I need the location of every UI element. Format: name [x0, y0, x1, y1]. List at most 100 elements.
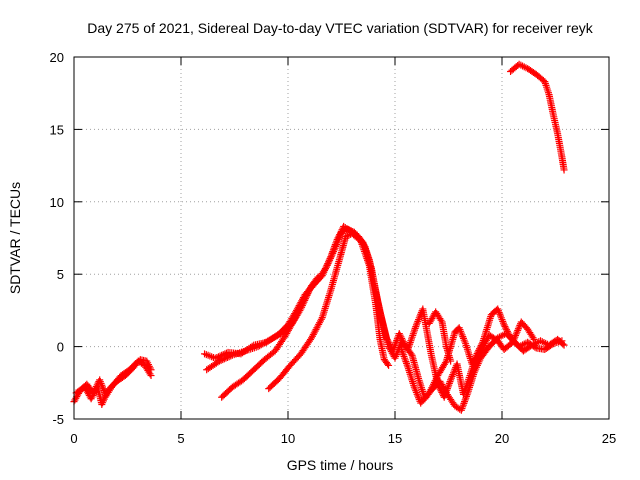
data-point — [385, 339, 393, 347]
series-track-7 — [397, 318, 538, 407]
data-point — [289, 318, 297, 326]
data-point — [339, 227, 347, 235]
data-point — [398, 336, 406, 344]
data-point — [326, 254, 334, 262]
series-track-3 — [201, 222, 566, 401]
data-point — [326, 256, 334, 264]
series-track-5 — [218, 273, 322, 401]
data-point — [224, 353, 232, 361]
data-point — [343, 232, 351, 240]
data-point — [341, 227, 349, 235]
data-point — [305, 287, 313, 295]
x-tick-label: 10 — [281, 431, 295, 446]
data-point — [512, 330, 520, 338]
data-point — [302, 293, 310, 301]
data-point — [560, 166, 568, 174]
data-point — [222, 354, 230, 362]
data-point — [382, 334, 390, 342]
data-point — [409, 330, 417, 338]
data-point — [327, 253, 335, 261]
data-point — [509, 338, 517, 346]
series-track-2 — [72, 356, 155, 409]
data-point — [514, 325, 522, 333]
data-point — [323, 261, 331, 269]
data-point — [407, 350, 415, 358]
data-point — [285, 325, 293, 333]
data-point — [441, 359, 449, 367]
series-track-1 — [70, 357, 155, 406]
data-point — [302, 291, 310, 299]
data-point — [509, 337, 517, 345]
data-point — [219, 356, 227, 364]
x-axis-label: GPS time / hours — [287, 457, 394, 473]
data-point — [530, 335, 538, 343]
data-point — [328, 251, 336, 259]
data-point — [411, 326, 419, 334]
data-point — [342, 233, 350, 241]
data-point — [344, 225, 352, 233]
x-tick-label: 5 — [177, 431, 184, 446]
data-point — [146, 370, 154, 378]
y-tick-label: 20 — [50, 50, 64, 65]
data-point — [513, 328, 521, 336]
data-point — [408, 333, 416, 341]
data-point — [501, 323, 509, 331]
data-point — [529, 334, 537, 342]
series-track-9 — [507, 60, 568, 174]
data-point — [217, 356, 225, 364]
chart-title: Day 275 of 2021, Sidereal Day-to-day VTE… — [87, 20, 593, 36]
data-point — [304, 288, 312, 296]
x-tick-label: 20 — [495, 431, 509, 446]
data-point — [329, 249, 337, 257]
data-point — [317, 315, 325, 323]
y-axis-label: SDTVAR / TECUs — [7, 182, 23, 294]
data-point — [300, 296, 308, 304]
data-point — [515, 323, 523, 331]
data-point — [447, 357, 455, 365]
data-point — [338, 228, 345, 236]
axis-ticks: 0 5 10 15 20 25 -5 0 5 10 15 20 — [50, 50, 617, 446]
data-point — [286, 323, 294, 331]
data-point — [227, 352, 235, 360]
x-tick-label: 25 — [602, 431, 616, 446]
data-point — [408, 335, 416, 343]
x-tick-label: 15 — [388, 431, 402, 446]
data-point — [512, 331, 520, 339]
y-tick-label: 5 — [57, 267, 64, 282]
data-point — [325, 258, 333, 266]
series-track-6 — [265, 230, 393, 393]
data-point — [290, 317, 298, 325]
data-point — [283, 329, 291, 337]
data-point — [323, 263, 331, 271]
data-point — [282, 331, 290, 339]
x-tick-label: 0 — [70, 431, 77, 446]
data-point — [147, 366, 155, 374]
series-track-8 — [425, 308, 455, 365]
data-point — [288, 320, 296, 328]
data-point — [314, 273, 322, 281]
data-point — [383, 336, 391, 344]
data-point — [410, 328, 418, 336]
data-point — [399, 338, 407, 346]
y-tick-label: 10 — [50, 195, 64, 210]
data-point — [303, 290, 311, 298]
data-point — [330, 246, 338, 254]
data-point — [511, 333, 519, 341]
data-point — [500, 321, 508, 329]
data-point — [384, 337, 392, 345]
data-point — [559, 340, 567, 348]
data-point — [211, 354, 219, 362]
data-point — [301, 295, 309, 303]
data-point — [284, 326, 292, 334]
plot-frame — [73, 56, 610, 420]
y-tick-label: 0 — [57, 340, 64, 355]
data-point — [330, 248, 338, 256]
data-point — [225, 353, 233, 361]
data-point — [306, 285, 314, 293]
data-point — [514, 326, 522, 334]
data-point — [384, 360, 392, 368]
data-point — [284, 328, 292, 336]
data-point — [407, 337, 415, 345]
data-point — [400, 339, 408, 347]
data-point — [409, 331, 417, 339]
